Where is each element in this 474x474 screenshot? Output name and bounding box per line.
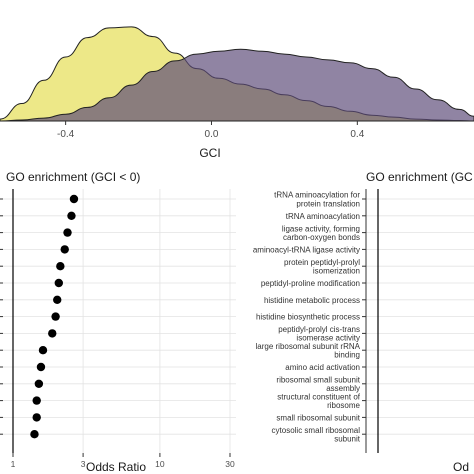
- density-x-ticks: -0.4 0.0 0.4: [57, 121, 365, 140]
- go-term-label: large ribosomal subunit rRNA binding: [256, 342, 361, 360]
- odds-ratio-point: [60, 245, 69, 254]
- right-panel-title: GO enrichment (GC: [366, 170, 473, 184]
- left-x-tick-label: 10: [155, 459, 165, 469]
- odds-ratio-point: [56, 262, 65, 271]
- left-y-ticks: [0, 198, 3, 435]
- odds-ratio-point: [32, 396, 41, 405]
- density-purple-area: [0, 48, 474, 122]
- go-term-label: histidine metabolic process: [264, 296, 360, 305]
- density-x-tick-label: 0.0: [205, 129, 219, 140]
- density-x-axis-label: GCI: [199, 146, 220, 160]
- left-x-axis-label: Odds Ratio: [86, 460, 146, 474]
- odds-ratio-point: [30, 430, 39, 439]
- left-panel-title: GO enrichment (GCI < 0): [6, 170, 140, 184]
- left-points: [30, 194, 79, 439]
- odds-ratio-point: [67, 211, 76, 220]
- left-x-tick-label: 1: [11, 459, 16, 469]
- go-term-label: peptidyl-prolyl cis-trans isomerase activ…: [278, 325, 360, 343]
- go-term-label: structural constituent of ribosome: [277, 392, 360, 410]
- odds-ratio-point: [36, 362, 46, 372]
- go-term-label: protein peptidyl-prolyl isomerization: [284, 258, 360, 276]
- odds-ratio-point: [63, 228, 72, 237]
- odds-ratio-point: [54, 278, 63, 288]
- right-gridlines: [362, 198, 474, 435]
- odds-ratio-point: [51, 312, 60, 321]
- left-dot-panel: GO enrichment (GCI < 0) 1 3 10 30 Odds Rati…: [0, 170, 236, 474]
- go-term-label: histidine biosynthetic process: [256, 313, 360, 322]
- odds-ratio-point: [32, 413, 41, 422]
- left-x-ticks: 1 3 10 30: [11, 453, 235, 469]
- right-x-axis-label: Od: [453, 460, 469, 474]
- go-term-label: ligase activity, forming carbon-oxygen bo…: [282, 224, 360, 242]
- go-term-label: amino acid activation: [285, 363, 360, 372]
- right-plot-area: [366, 189, 474, 453]
- left-plot-area: [0, 189, 236, 453]
- go-term-label: peptidyl-proline modification: [261, 279, 360, 288]
- go-term-label: aminoacyl-tRNA ligase activity: [253, 245, 360, 254]
- left-x-tick-label: 3: [81, 459, 86, 469]
- odds-ratio-point: [48, 329, 57, 338]
- density-x-tick-label: -0.4: [57, 129, 75, 140]
- odds-ratio-point: [69, 194, 79, 204]
- odds-ratio-point: [38, 346, 48, 355]
- go-term-label: ribosomal small subunit assembly: [276, 376, 360, 394]
- left-x-tick-label: 30: [225, 459, 235, 469]
- go-term-label: small ribosomal subunit: [276, 413, 360, 422]
- go-term-label: tRNA aminoacylation: [286, 212, 360, 221]
- odds-ratio-point: [34, 379, 44, 388]
- left-gridlines: [0, 189, 236, 453]
- go-term-labels: tRNA aminoacylation for protein translati…: [253, 191, 361, 444]
- right-dot-panel: GO enrichment (GC tRNA aminoacylation fo…: [253, 170, 474, 474]
- odds-ratio-point: [53, 295, 62, 304]
- go-term-label: cytosolic small ribosomal subunit: [272, 426, 361, 444]
- go-term-label: tRNA aminoacylation for protein translati…: [274, 191, 360, 209]
- density-panel: -0.4 0.0 0.4 GCI: [0, 26, 474, 160]
- density-x-tick-label: 0.4: [350, 129, 364, 140]
